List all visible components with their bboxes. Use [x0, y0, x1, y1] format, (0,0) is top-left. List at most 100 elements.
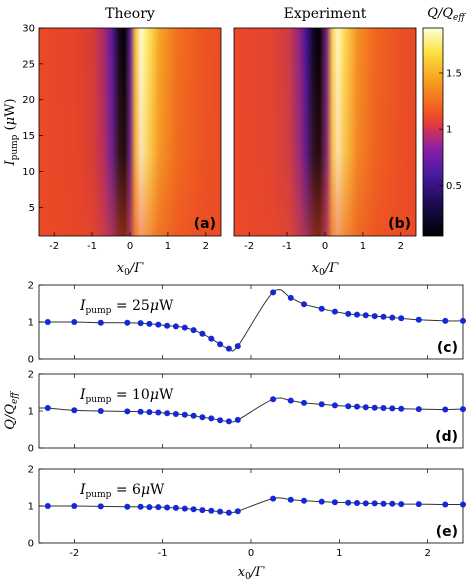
data-point	[318, 401, 325, 408]
scatter-panel-d-annotation: Ipump = 10μW	[79, 387, 174, 405]
data-point	[97, 503, 104, 510]
data-point	[225, 509, 232, 516]
y-tick-label: 20	[22, 95, 35, 106]
scatter-panel-e-points	[44, 495, 466, 516]
data-point	[181, 324, 188, 331]
y-tick-label: 2	[28, 465, 34, 476]
data-point	[172, 411, 179, 417]
colorbar-tick-label: 0.5	[446, 181, 462, 192]
data-point	[208, 335, 215, 342]
data-point	[270, 289, 277, 296]
heatmap-theory-fade	[39, 28, 221, 236]
data-point	[380, 500, 387, 507]
x-tick-label: -2	[69, 548, 79, 559]
scatter-panel-c-ticks: 0 1 2	[28, 281, 429, 366]
data-point	[389, 405, 396, 412]
data-point	[164, 410, 171, 417]
x-tick-label: 1	[360, 241, 366, 252]
data-point	[301, 497, 307, 504]
data-point	[234, 343, 241, 350]
y-tick-label: 2	[28, 370, 34, 381]
scatter-panel-c-annotation: Ipump = 25μW	[79, 298, 174, 316]
x-tick-label: 2	[424, 548, 430, 559]
data-point	[124, 503, 131, 510]
colorbar-gradient	[422, 27, 444, 237]
y-tick-label: 1	[28, 318, 34, 329]
heatmap-experiment-title: Experiment	[284, 6, 367, 22]
data-point	[442, 317, 449, 324]
x-tick-label: 1	[165, 241, 171, 252]
data-point	[389, 500, 396, 507]
data-point	[71, 407, 78, 414]
heatmap-experiment-fade	[234, 28, 416, 236]
data-point	[398, 315, 405, 322]
data-point	[460, 501, 466, 508]
scatter-panel-e-ticks: -2 -1 0 1 2 0 1 2	[28, 465, 431, 560]
data-point	[415, 316, 422, 323]
data-point	[380, 313, 387, 320]
data-point	[124, 319, 131, 326]
data-point	[44, 503, 51, 509]
data-point	[354, 500, 360, 506]
data-point	[380, 405, 387, 411]
scatter-panel-d: 0 1 2 Ipump = 10μW (d)	[28, 370, 466, 455]
y-tick-label: 0	[28, 539, 34, 550]
x-tick-label: 0	[322, 241, 328, 252]
data-point	[331, 499, 338, 506]
scatter-panel-c-panel-label: (c)	[437, 340, 458, 356]
data-point	[146, 320, 153, 327]
data-point	[44, 405, 51, 411]
data-point	[362, 500, 369, 507]
data-point	[217, 508, 224, 515]
data-point	[287, 496, 294, 503]
data-point	[371, 500, 378, 507]
x-tick-label: -2	[49, 241, 59, 252]
data-point	[460, 317, 466, 324]
scatter-panel-e-panel-label: (e)	[436, 524, 458, 540]
colorbar-tick-label: 1.5	[446, 68, 462, 79]
data-point	[172, 504, 179, 511]
x-tick-label: 2	[203, 241, 209, 252]
scatter-panel-d-points	[44, 396, 466, 425]
data-point	[389, 314, 396, 321]
data-point	[287, 397, 294, 404]
heatmap-experiment-ticks: -2 -1 0 1 2	[244, 232, 404, 252]
scatter-panel-c: 0 1 2 Ipump = 25μW (c)	[28, 281, 466, 366]
data-point	[398, 405, 405, 412]
data-point	[415, 406, 422, 413]
data-point	[146, 504, 153, 511]
scatter-panel-e: -2 -1 0 1 2 0 1 2 Ipump = 6μW (e)	[28, 465, 466, 560]
data-point	[287, 294, 294, 301]
y-tick-label: 1	[28, 407, 34, 418]
data-point	[208, 415, 215, 422]
scatter-panel-e-annotation: Ipump = 6μW	[79, 482, 165, 500]
data-point	[155, 409, 162, 416]
data-point	[318, 498, 325, 505]
colorbar-label: Q/Qeff	[427, 6, 466, 23]
heatmap-theory-xlabel: x0/Γ	[117, 261, 144, 278]
data-point	[199, 507, 206, 514]
data-point	[362, 404, 369, 411]
x-tick-label: 1	[336, 548, 342, 559]
scatter-xlabel: x0/Γ	[238, 565, 265, 582]
data-point	[301, 399, 307, 406]
data-point	[442, 501, 449, 508]
data-point	[225, 418, 232, 425]
data-point	[371, 313, 378, 320]
data-point	[225, 345, 232, 352]
y-tick-label: 0	[28, 444, 34, 455]
x-tick-label: 0	[127, 241, 133, 252]
data-point	[155, 321, 162, 328]
data-point	[97, 408, 104, 414]
data-point	[190, 412, 197, 419]
y-tick-label: 0	[28, 355, 34, 366]
x-tick-label: -1	[158, 548, 168, 559]
scatter-ylabel: Q/Qeff	[3, 391, 20, 430]
colorbar-tick-label: 1	[446, 125, 452, 136]
colorbar-ticks: 0.5 1 1.5	[439, 68, 462, 192]
data-point	[208, 507, 215, 514]
data-point	[124, 408, 131, 415]
data-point	[190, 327, 197, 334]
